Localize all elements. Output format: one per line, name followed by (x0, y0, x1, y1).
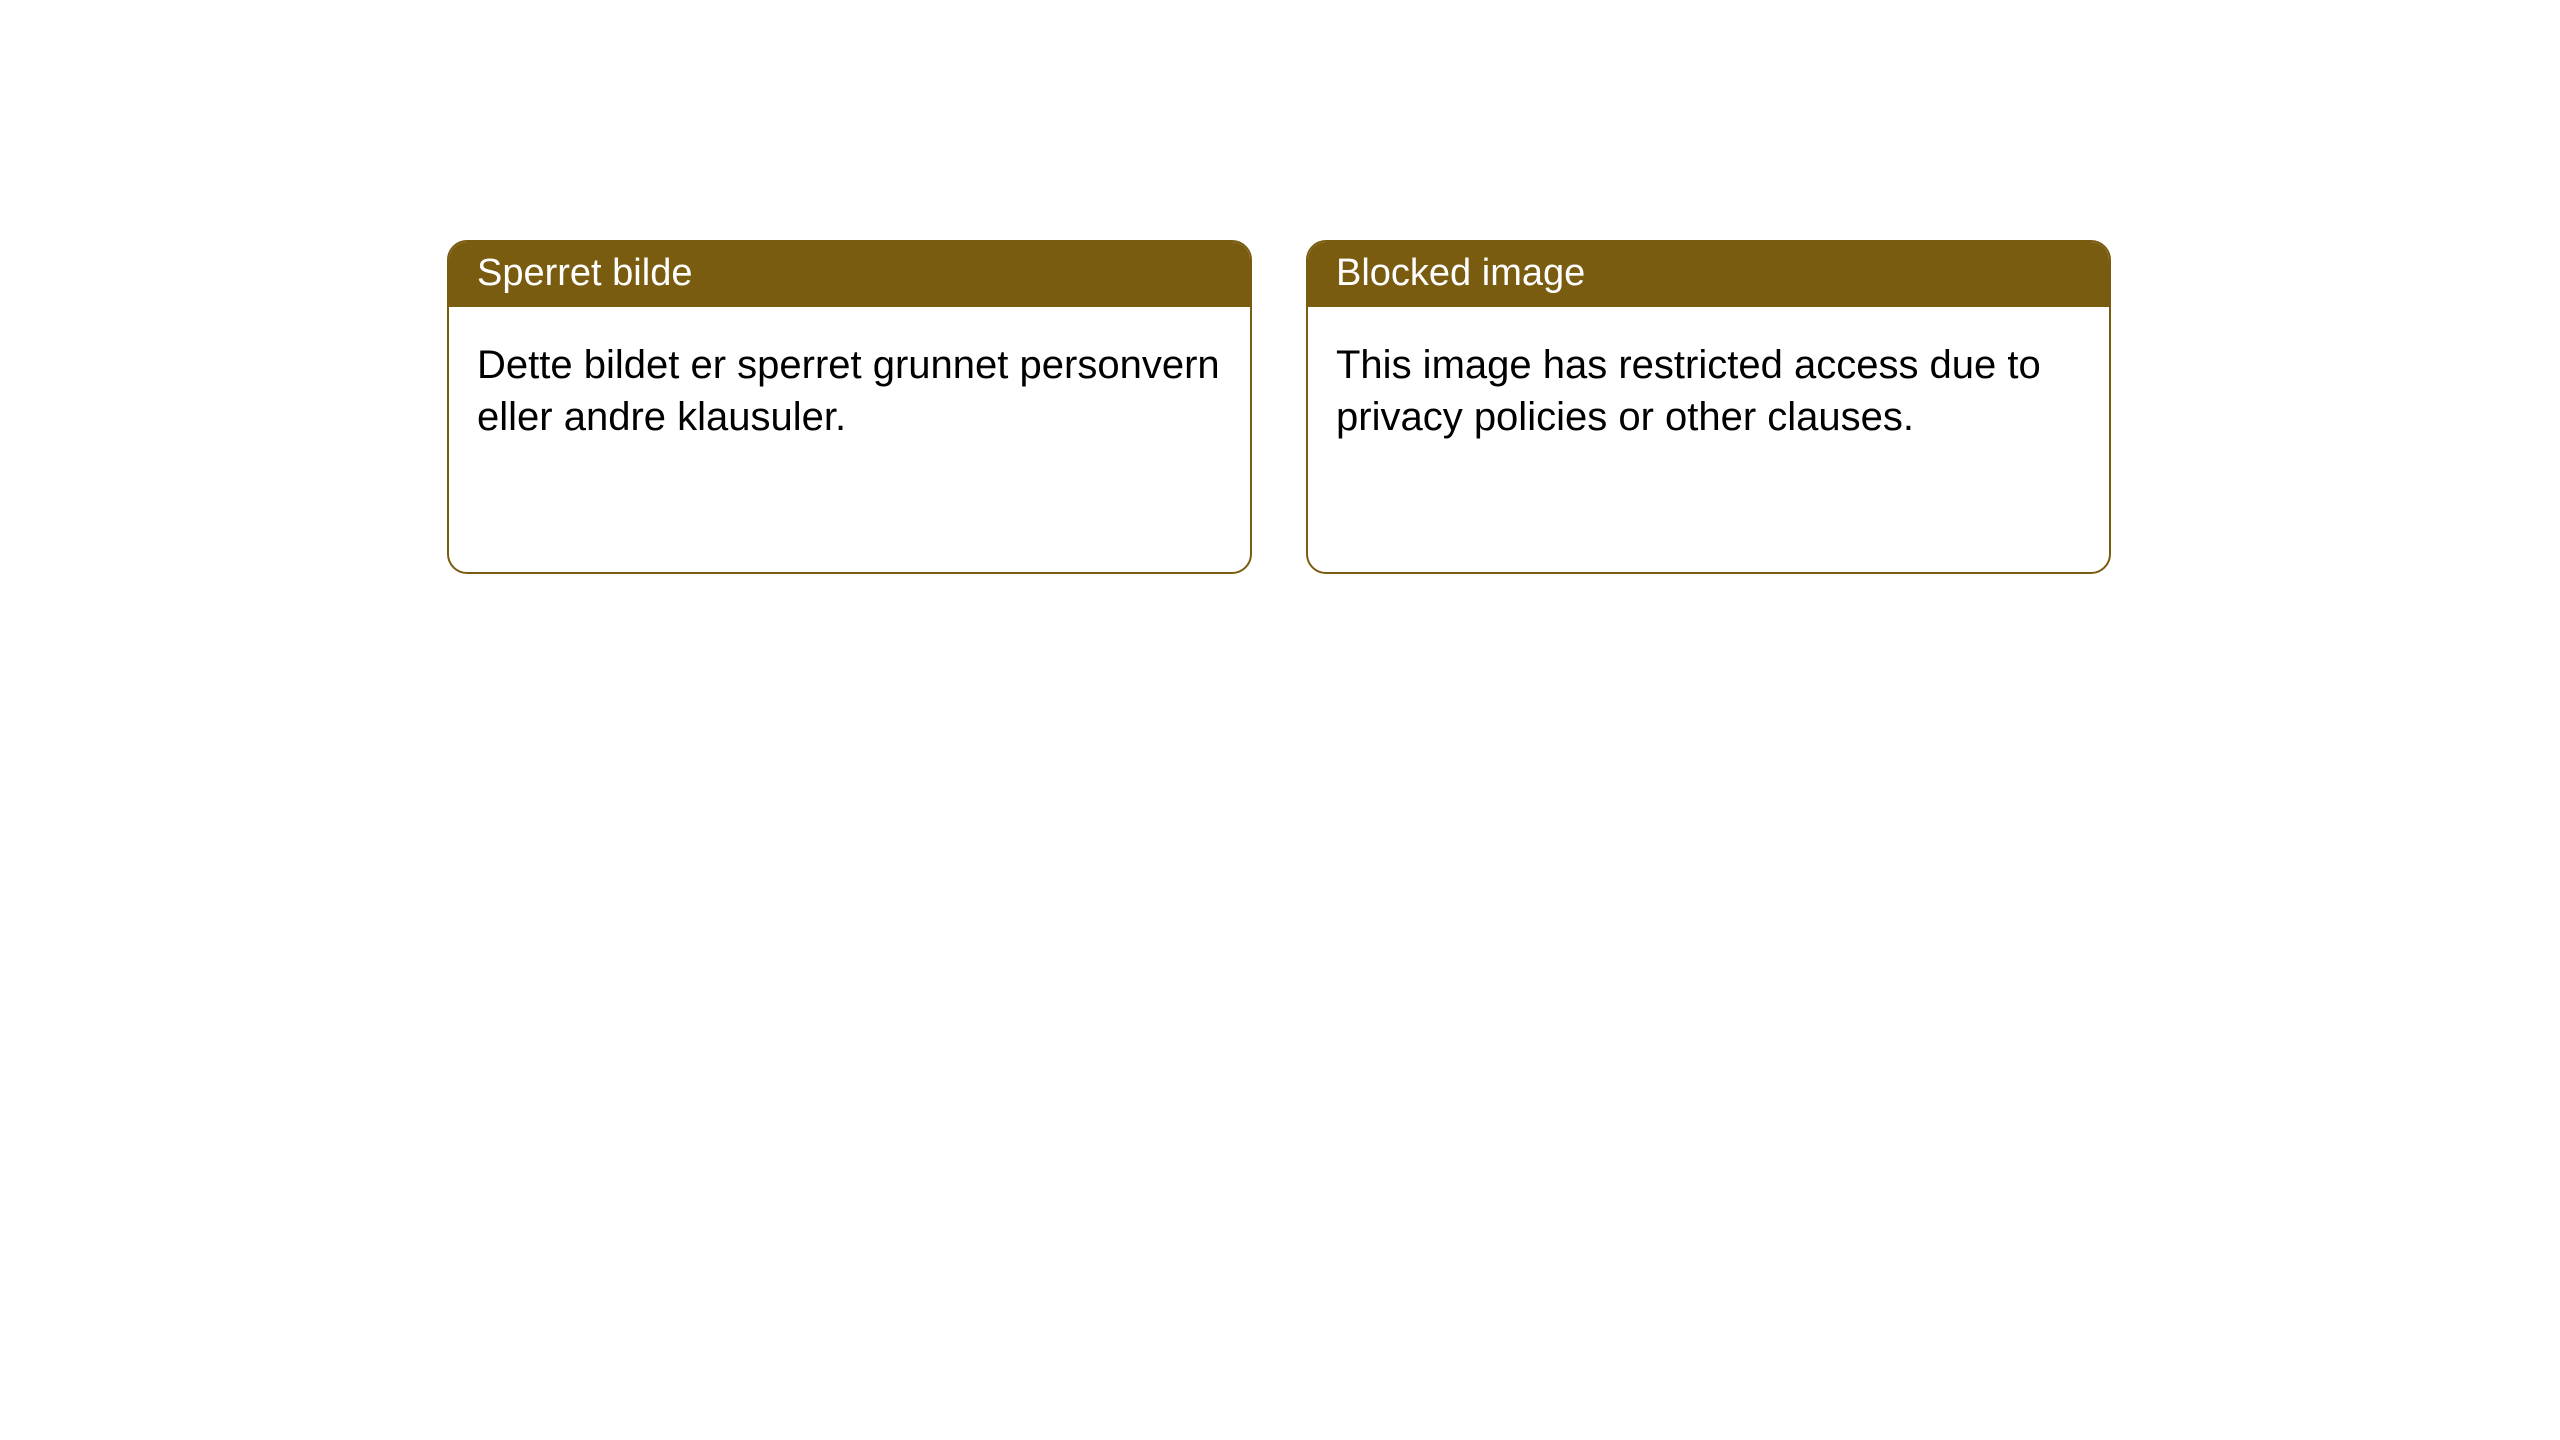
notice-header: Sperret bilde (449, 242, 1250, 307)
notice-card-english: Blocked image This image has restricted … (1306, 240, 2111, 574)
notice-body: Dette bildet er sperret grunnet personve… (449, 307, 1250, 476)
notice-header: Blocked image (1308, 242, 2109, 307)
notice-body: This image has restricted access due to … (1308, 307, 2109, 476)
notice-container: Sperret bilde Dette bildet er sperret gr… (0, 0, 2560, 574)
notice-card-norwegian: Sperret bilde Dette bildet er sperret gr… (447, 240, 1252, 574)
